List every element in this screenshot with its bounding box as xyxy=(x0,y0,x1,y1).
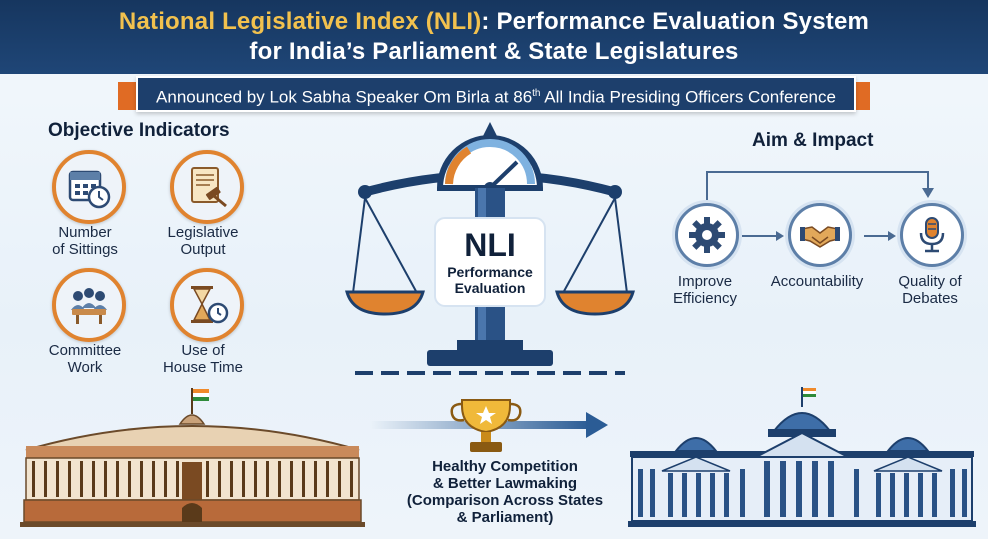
indicator-housetime-circle xyxy=(170,268,244,342)
indicator-sittings-circle xyxy=(52,150,126,224)
impact-efficiency-line1: Improve xyxy=(677,273,733,290)
indicator-output-label: Legislative Output xyxy=(148,224,258,258)
impact-debates-line2: Debates xyxy=(902,290,958,307)
indicator-committee-label: Committee Work xyxy=(30,342,140,376)
impact-debates-label: Quality of Debates xyxy=(872,273,988,307)
impact-efficiency-label: Improve Efficiency xyxy=(650,273,760,307)
nli-label: NLI xyxy=(464,227,516,263)
competition-line3: (Comparison Across States xyxy=(406,492,604,509)
indicator-sittings-line1: Number xyxy=(58,224,112,241)
indicator-committee-circle xyxy=(52,268,126,342)
objective-heading: Objective Indicators xyxy=(48,120,230,141)
microphone-icon xyxy=(919,217,945,253)
header-banner xyxy=(0,0,988,74)
indicator-committee-line1: Committee xyxy=(48,342,122,359)
handshake-icon xyxy=(800,226,840,248)
impact-accountability-line1: Accountability xyxy=(770,273,864,290)
page-title-line-2: for India’s Parliament & State Legislatu… xyxy=(249,38,739,65)
indicator-sittings-label: Number of Sittings xyxy=(30,224,140,258)
indicator-housetime-line2: House Time xyxy=(162,359,244,376)
competition-line2: & Better Lawmaking xyxy=(432,475,578,492)
calendar-clock-icon xyxy=(68,170,111,209)
impact-accountability-circle xyxy=(788,203,852,267)
state-legislature-building-illustration xyxy=(628,387,976,527)
ribbon-text-before: Announced by Lok Sabha Speaker Om Birla … xyxy=(156,87,533,107)
impact-efficiency-circle xyxy=(675,203,739,267)
impact-efficiency-line2: Efficiency xyxy=(673,290,737,307)
impact-debates-circle xyxy=(900,203,964,267)
title-accent: National Legislative Index (NLI) xyxy=(118,8,482,35)
center-line1: Performance xyxy=(447,264,533,280)
impact-debates-line1: Quality of xyxy=(898,273,962,290)
title-rest: : Performance Evaluation System xyxy=(481,8,870,35)
parliament-building-illustration xyxy=(20,388,365,527)
ribbon-text-after: All India Presiding Officers Conference xyxy=(540,87,836,107)
impact-heading: Aim & Impact xyxy=(752,130,874,151)
scale-of-justice-illustration xyxy=(345,122,635,375)
indicator-output-line1: Legislative xyxy=(167,224,239,241)
indicator-sittings-line2: of Sittings xyxy=(52,241,118,258)
gear-icon xyxy=(689,217,725,253)
indicator-output-circle xyxy=(170,150,244,224)
indicator-housetime-line1: Use of xyxy=(181,342,225,359)
center-line2: Evaluation xyxy=(454,280,526,296)
impact-accountability-label: Accountability xyxy=(752,273,882,290)
ribbon-superscript: th xyxy=(532,88,541,99)
trophy-arrow-illustration xyxy=(370,399,608,452)
performance-evaluation-label: Performance Evaluation xyxy=(425,264,555,296)
impact-flow-connectors xyxy=(706,171,934,241)
competition-line4: & Parliament) xyxy=(456,509,554,526)
indicator-committee-line2: Work xyxy=(67,359,103,376)
competition-line1: Healthy Competition xyxy=(432,458,578,475)
hourglass-clock-icon xyxy=(191,286,229,324)
scroll-gavel-icon xyxy=(191,167,227,208)
announcement-ribbon: Announced by Lok Sabha Speaker Om Birla … xyxy=(136,76,856,112)
indicator-output-line2: Output xyxy=(180,241,226,258)
indicator-housetime-label: Use of House Time xyxy=(148,342,258,376)
competition-text: Healthy Competition & Better Lawmaking (… xyxy=(400,458,610,526)
page-title-line-1: National Legislative Index (NLI): Perfor… xyxy=(0,8,988,36)
meeting-table-icon xyxy=(71,288,107,324)
